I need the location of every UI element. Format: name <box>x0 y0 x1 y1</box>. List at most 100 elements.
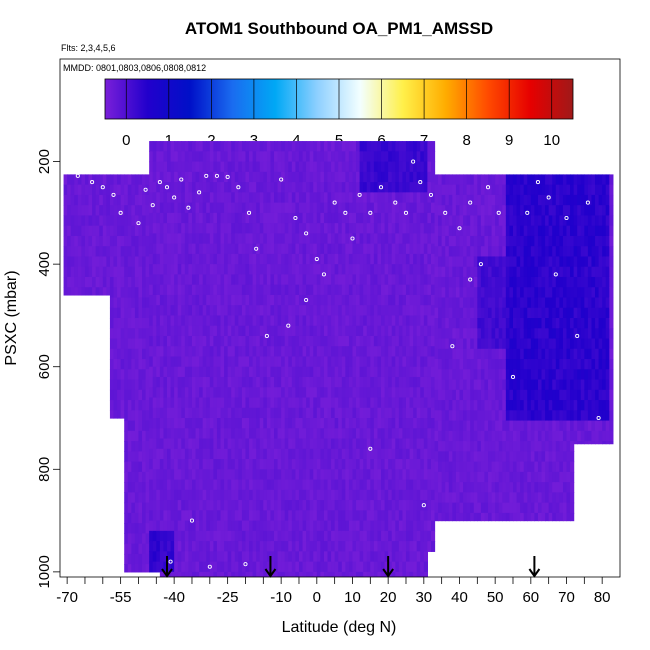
heatmap-cell <box>238 397 243 409</box>
heatmap-cell <box>77 276 83 288</box>
heatmap-cell <box>152 284 157 296</box>
heatmap-cell <box>231 459 236 470</box>
heatmap-cell <box>188 397 193 409</box>
heatmap-cell <box>124 512 129 524</box>
heatmap-cell <box>370 561 375 573</box>
heatmap-cell <box>149 284 154 296</box>
heatmap-cell <box>227 356 232 368</box>
heatmap-cell <box>202 161 207 173</box>
heatmap-cell <box>420 161 425 173</box>
heatmap-cell <box>534 348 539 360</box>
heatmap-cell <box>209 448 214 460</box>
heatmap-cell <box>473 482 478 493</box>
heatmap-cell <box>423 500 428 511</box>
heatmap-cell <box>184 366 190 378</box>
heatmap-cell <box>377 274 382 286</box>
heatmap-cell <box>484 400 489 411</box>
heatmap-cell <box>149 479 154 491</box>
heatmap-cell <box>477 471 482 483</box>
heatmap-cell <box>277 202 282 214</box>
heatmap-cell <box>534 400 539 411</box>
heatmap-cell <box>413 366 418 378</box>
heatmap-cell <box>423 182 428 193</box>
heatmap-cell <box>395 325 400 337</box>
heatmap-cell <box>388 202 393 214</box>
heatmap-cell <box>512 194 518 206</box>
heatmap-cell <box>313 212 318 224</box>
heatmap-cell <box>274 294 279 306</box>
heatmap-cell <box>88 287 93 296</box>
heatmap-cell <box>452 400 457 411</box>
heatmap-cell <box>370 438 375 450</box>
heatmap-cell <box>174 264 179 276</box>
heatmap-cell <box>152 397 157 409</box>
heatmap-cell <box>256 202 261 214</box>
heatmap-cell <box>345 397 350 409</box>
heatmap-cell <box>527 502 532 514</box>
heatmap-cell <box>199 141 204 152</box>
heatmap-cell <box>420 264 425 276</box>
heatmap-cell <box>288 253 293 265</box>
heatmap-cell <box>516 318 521 329</box>
heatmap-cell <box>473 430 478 442</box>
heatmap-cell <box>420 469 425 481</box>
heatmap-cell <box>459 359 464 370</box>
heatmap-cell <box>356 202 361 214</box>
heatmap-cell <box>224 346 229 358</box>
heatmap-cell <box>184 571 190 577</box>
heatmap-cell <box>266 151 272 163</box>
heatmap-cell <box>338 141 343 152</box>
heatmap-cell <box>259 366 264 378</box>
heatmap-cell <box>309 315 314 327</box>
heatmap-cell <box>259 541 264 552</box>
heatmap-cell <box>520 328 525 340</box>
heatmap-cell <box>241 294 247 306</box>
heatmap-cell <box>502 215 507 227</box>
heatmap-cell <box>188 264 193 276</box>
heatmap-cell <box>377 489 382 501</box>
heatmap-cell <box>505 205 511 217</box>
heatmap-cell <box>441 482 446 493</box>
heatmap-cell <box>199 356 204 368</box>
heatmap-cell <box>113 297 118 309</box>
heatmap-cell <box>491 430 496 442</box>
heatmap-cell <box>309 284 314 296</box>
heatmap-cell <box>202 253 207 265</box>
heatmap-cell <box>181 366 186 378</box>
heatmap-cell <box>345 171 350 183</box>
heatmap-cell <box>405 520 411 532</box>
heatmap-cell <box>398 541 404 552</box>
heatmap-cell <box>527 287 532 299</box>
heatmap-cell <box>498 307 503 319</box>
heatmap-cell <box>88 225 93 237</box>
heatmap-cell <box>352 335 357 347</box>
heatmap-cell <box>181 233 186 245</box>
heatmap-cell <box>259 397 264 409</box>
heatmap-cell <box>477 512 482 522</box>
heatmap-cell <box>202 284 207 296</box>
heatmap-cell <box>291 243 297 255</box>
heatmap-cell <box>145 307 150 319</box>
heatmap-cell <box>459 318 464 329</box>
heatmap-cell <box>209 294 214 306</box>
heatmap-cell <box>88 174 93 186</box>
heatmap-cell <box>512 205 518 217</box>
heatmap-cell <box>238 284 243 296</box>
heatmap-cell <box>234 161 239 173</box>
heatmap-cell <box>316 479 321 491</box>
heatmap-cell <box>491 400 496 411</box>
heatmap-cell <box>249 192 254 204</box>
heatmap-cell <box>509 287 514 299</box>
heatmap-cell <box>220 510 225 522</box>
heatmap-cell <box>284 448 289 460</box>
heatmap-cell <box>309 161 314 173</box>
heatmap-cell <box>63 225 68 237</box>
heatmap-cell <box>302 202 307 214</box>
heatmap-cell <box>388 376 393 388</box>
heatmap-cell <box>81 174 86 186</box>
heatmap-cell <box>259 459 264 470</box>
heatmap-cell <box>480 379 486 391</box>
heatmap-cell <box>302 407 307 419</box>
heatmap-cell <box>491 225 496 237</box>
heatmap-cell <box>495 461 500 473</box>
